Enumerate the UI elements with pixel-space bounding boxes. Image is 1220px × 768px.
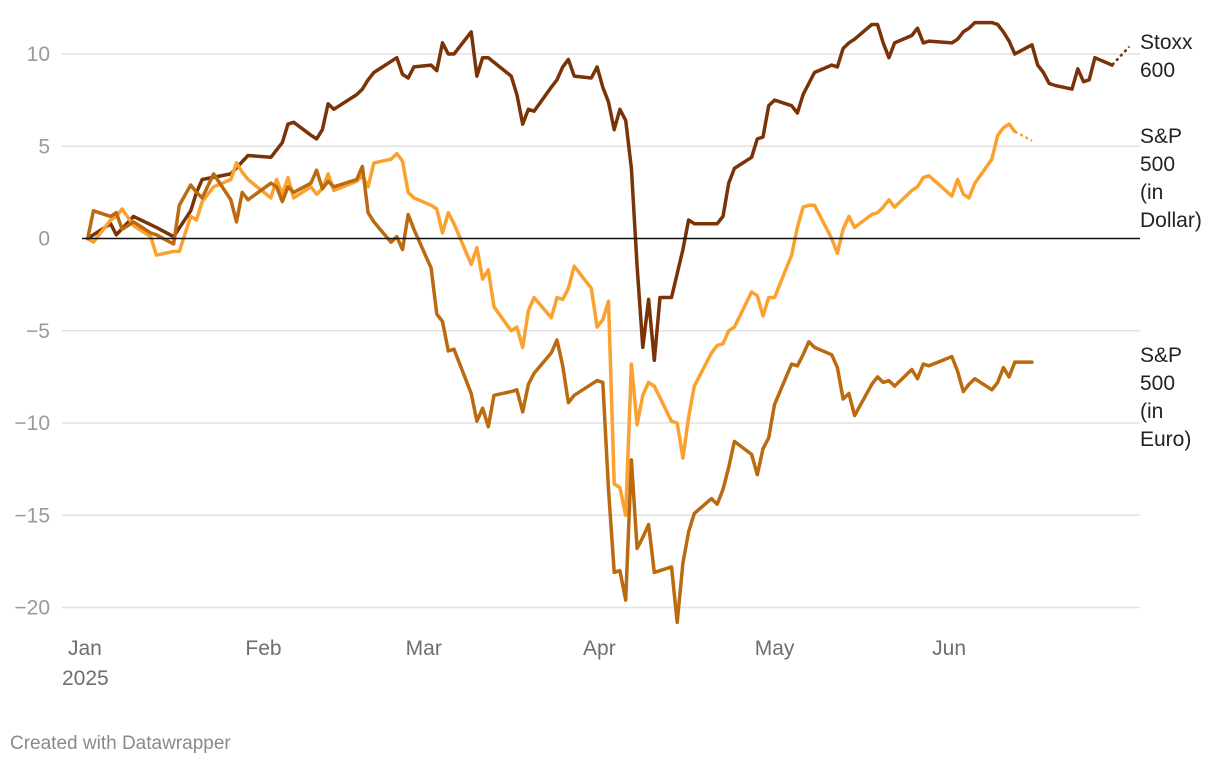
y-tick-label: 5: [38, 135, 50, 158]
series-label: (in: [1140, 181, 1163, 204]
y-tick-label: 0: [38, 228, 50, 251]
x-tick-sublabel: 2025: [62, 667, 109, 690]
series-line: [85, 122, 1017, 518]
x-tick-label: Apr: [583, 637, 616, 660]
y-tick-label: 10: [27, 43, 50, 66]
series-line: [85, 20, 1114, 363]
series-label: 500: [1140, 372, 1175, 395]
x-tick-label: Mar: [406, 637, 442, 660]
series-label: Stoxx: [1140, 31, 1193, 54]
y-tick-label: −15: [14, 504, 50, 527]
series-label: S&P: [1140, 125, 1182, 148]
series-projection-line: [1111, 45, 1131, 66]
y-tick-label: −10: [14, 412, 50, 435]
x-tick-label: May: [755, 637, 795, 660]
credit-text[interactable]: Created with Datawrapper: [10, 733, 231, 754]
series-label: 600: [1140, 59, 1175, 82]
line-chart: 10 5 0 −5 −10 −15 −20 Jan 2025 Feb Mar Apr May Jun Sto…: [14, 20, 1202, 690]
series-label: Euro): [1140, 428, 1191, 451]
series-label: Dollar): [1140, 209, 1202, 232]
series-projection-line: [1014, 130, 1033, 142]
series-label: S&P: [1140, 344, 1182, 367]
series-label: 500: [1140, 153, 1175, 176]
series-label: (in: [1140, 400, 1163, 423]
y-tick-label: −20: [14, 597, 50, 620]
x-tick-label: Jan: [68, 637, 102, 660]
x-tick-label: Feb: [245, 637, 281, 660]
x-tick-label: Jun: [932, 637, 966, 660]
series-line: [85, 164, 1034, 625]
y-tick-label: −5: [26, 320, 50, 343]
